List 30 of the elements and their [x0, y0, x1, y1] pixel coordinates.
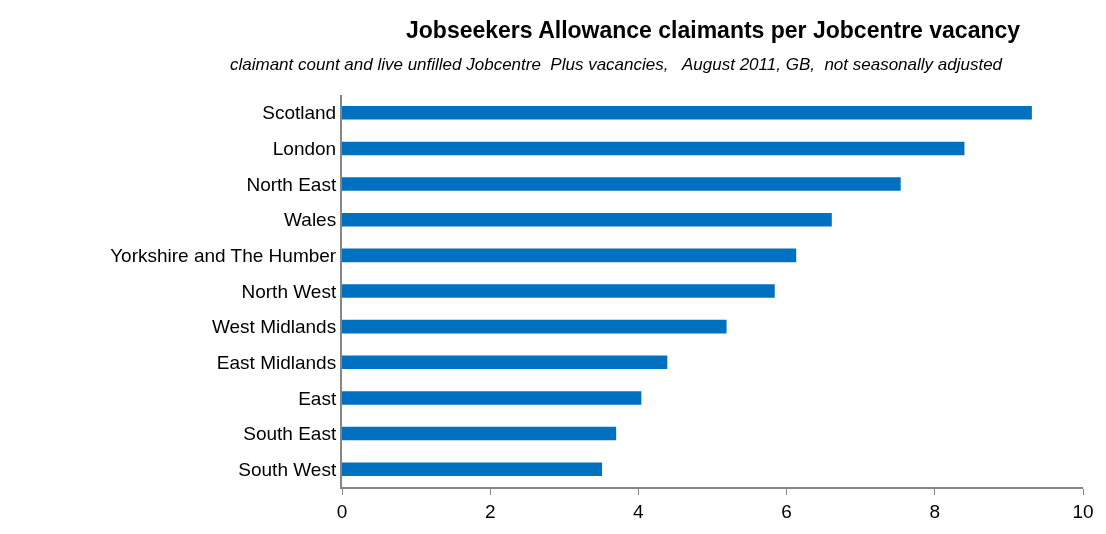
bar	[342, 248, 797, 263]
y-tick-label: London	[272, 138, 337, 160]
x-tick-label: 6	[781, 500, 792, 522]
bar	[342, 106, 1032, 120]
chart-title: Jobseekers Allowance claimants per Jobcentre vacancy	[406, 17, 1021, 43]
x-tick-label: 2	[484, 500, 496, 522]
bar	[342, 319, 727, 334]
bar	[342, 212, 832, 227]
x-tick-label: 10	[1072, 500, 1094, 522]
y-tick-label: North West	[241, 280, 337, 302]
bar	[342, 177, 901, 191]
y-tick-label: Wales	[284, 209, 337, 231]
x-tick-label: 8	[929, 500, 941, 522]
y-tick-label: West Midlands	[211, 316, 337, 338]
y-tick-label: Yorkshire and The Humber	[110, 245, 337, 267]
bar	[342, 141, 965, 156]
bar	[342, 462, 603, 476]
y-tick-label: East	[298, 387, 337, 409]
bar	[342, 391, 642, 405]
y-tick-label: South East	[243, 423, 337, 445]
y-tick-label: North East	[246, 173, 337, 195]
y-tick-label: South West	[238, 458, 337, 480]
x-tick-label: 4	[633, 500, 645, 522]
bar	[342, 426, 617, 441]
y-tick-label: Scotland	[262, 102, 337, 124]
chart-subtitle: claimant count and live unfilled Jobcentre Plus vacancies, August 2011, GB, not seasonally adjusted	[230, 55, 1003, 74]
y-tick-label: East Midlands	[216, 351, 337, 373]
bar	[342, 284, 775, 298]
bar	[342, 355, 668, 370]
x-tick-label: 0	[336, 500, 348, 522]
